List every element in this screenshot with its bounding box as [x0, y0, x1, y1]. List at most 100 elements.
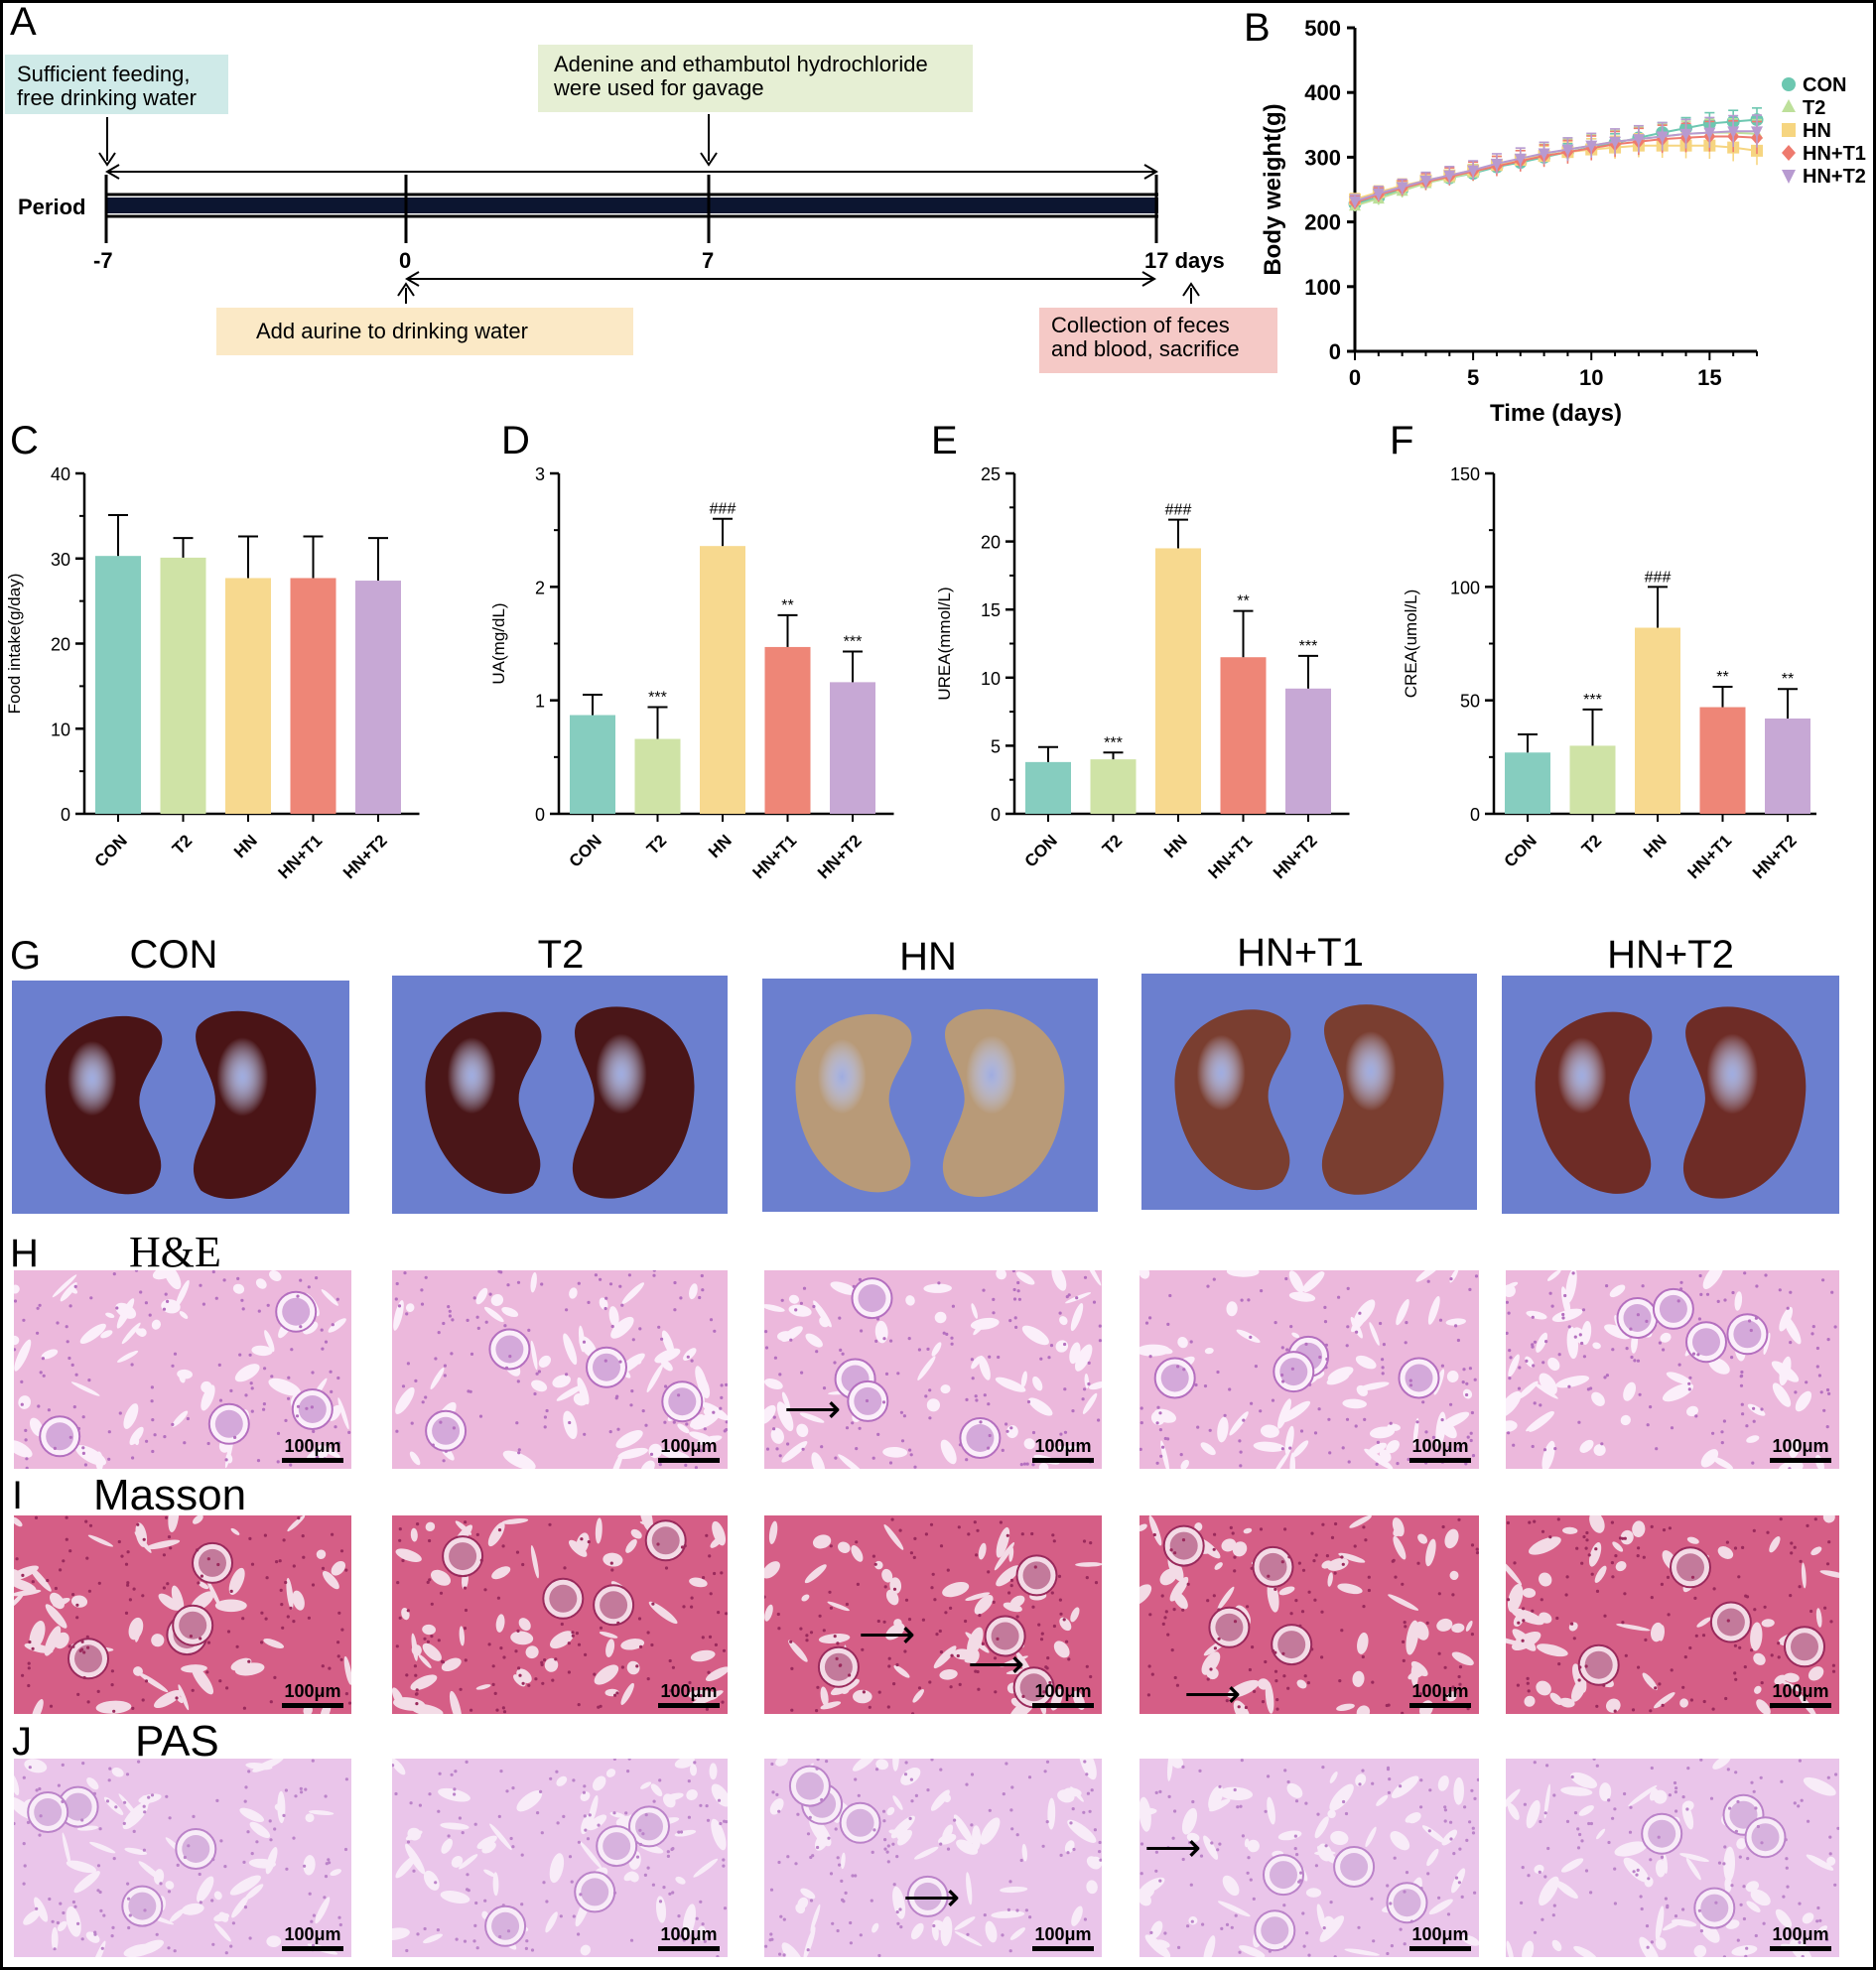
e-bar-HN+T2	[1285, 688, 1331, 814]
e-significance-label: **	[1237, 593, 1249, 610]
c-x-tick-label: T2	[169, 831, 196, 857]
scale-bar-line	[282, 1458, 343, 1463]
scale-bar: 100μm	[1032, 1436, 1094, 1463]
e-significance-label: ###	[1165, 502, 1192, 519]
d-significance-label: ***	[844, 634, 863, 651]
b-y-tick-label: 100	[1304, 275, 1341, 300]
b-point-HN+T2	[1609, 136, 1622, 149]
kidney-photo-hn-t2	[1502, 976, 1839, 1214]
scale-bar: 100μm	[658, 1924, 720, 1951]
scale-bar-label: 100μm	[660, 1436, 718, 1456]
f-significance-label: ***	[1583, 692, 1602, 709]
masson-histology-hn-t1: 100μm ⟶	[1139, 1515, 1479, 1714]
e-x-tick-label: HN+T2	[1270, 831, 1321, 882]
d-significance-label: **	[781, 597, 793, 614]
he-histology-hn: 100μm ⟶	[764, 1270, 1102, 1469]
e-x-tick-label: CON	[1021, 831, 1061, 870]
b-x-axis-label: Time (days)	[1490, 400, 1622, 427]
timeline-graphic: Period -7 0 7 17 days	[18, 114, 1225, 304]
scale-bar: 100μm	[1770, 1924, 1831, 1951]
timeline-tick-17: 17 days	[1144, 248, 1225, 273]
scale-bar-label: 100μm	[284, 1681, 341, 1701]
b-series-line-T2	[1354, 131, 1758, 207]
d-y-tick-label: 3	[535, 464, 545, 484]
scale-bar-line	[282, 1946, 343, 1951]
stain-title-pas: PAS	[135, 1717, 219, 1766]
b-point-HN+T2	[1632, 134, 1645, 147]
f-significance-label: **	[1782, 671, 1794, 688]
d-bar-T2	[634, 738, 681, 814]
lesion-arrow-icon: ⟶	[859, 1613, 916, 1656]
masson-histology-hn-t2: 100μm	[1506, 1515, 1839, 1714]
f-bar-HN+T1	[1699, 707, 1746, 814]
c-y-axis-label: Food intake(g/day)	[5, 574, 24, 715]
b-point-HN+T2	[1443, 170, 1456, 183]
scale-bar-line	[1409, 1703, 1471, 1708]
scale-bar-label: 100μm	[660, 1924, 718, 1944]
lesion-arrow-icon: ⟶	[1144, 1826, 1202, 1870]
panel-letter-b: B	[1244, 6, 1271, 50]
group-title-hn-t2: HN+T2	[1607, 933, 1734, 977]
b-legend-label: CON	[1803, 74, 1846, 96]
stain-title-masson: Masson	[93, 1471, 247, 1519]
d-bar-HN+T2	[830, 682, 875, 814]
f-y-tick-label: 100	[1450, 578, 1480, 597]
b-point-HN+T2	[1396, 182, 1408, 195]
b-point-HN+T2	[1372, 188, 1385, 200]
b-point-HN+T2	[1679, 128, 1692, 141]
c-bar-HN+T2	[355, 581, 401, 814]
e-y-tick-label: 20	[981, 533, 1001, 553]
b-x-tick-label: 15	[1697, 365, 1721, 390]
e-bar-HN	[1155, 548, 1201, 814]
c-bar-T2	[160, 557, 206, 814]
scale-bar-line	[658, 1946, 720, 1951]
d-y-axis-label: UA(mg/dL)	[489, 602, 508, 684]
scale-bar-label: 100μm	[284, 1436, 341, 1456]
f-x-tick-label: HN+T2	[1749, 831, 1801, 882]
scale-bar: 100μm	[1409, 1436, 1471, 1463]
b-point-HN+T2	[1727, 126, 1740, 139]
scale-bar: 100μm	[658, 1436, 720, 1463]
e-bar-HN+T1	[1220, 657, 1267, 814]
f-y-axis-label: CREA(umol/L)	[1402, 590, 1420, 699]
b-y-tick-label: 400	[1304, 80, 1341, 105]
panel-letter-c: C	[10, 419, 39, 462]
f-x-tick-label: CON	[1501, 831, 1541, 870]
e-x-tick-label: HN	[1160, 831, 1191, 861]
e-x-tick-label: HN+T1	[1204, 831, 1256, 882]
chart-c-food-intake: 0 10 20 30 40 Food intake(g/day) CON T2 HN HN+T1 H…	[5, 464, 420, 882]
b-legend-marker	[1782, 77, 1796, 91]
d-significance-label: ###	[710, 501, 737, 518]
kidney-photo-t2	[392, 976, 728, 1214]
c-y-tick-label: 40	[51, 464, 70, 484]
scale-bar-label: 100μm	[284, 1924, 341, 1944]
b-series-line-CON	[1354, 118, 1758, 205]
lesion-arrow-icon: ⟶	[903, 1876, 961, 1919]
c-y-tick-label: 30	[51, 550, 70, 570]
f-significance-label: ###	[1645, 569, 1672, 586]
d-bar-HN+T1	[764, 646, 811, 814]
d-x-tick-label: T2	[643, 831, 670, 857]
scale-bar-label: 100μm	[1411, 1924, 1469, 1944]
b-legend-label: T2	[1803, 97, 1825, 119]
scale-bar-line	[1032, 1458, 1094, 1463]
panel-letter-j: J	[12, 1720, 32, 1764]
scale-bar-label: 100μm	[1411, 1436, 1469, 1456]
group-title-t2: T2	[537, 933, 585, 977]
c-y-tick-label: 20	[51, 635, 70, 655]
he-histology-hn-t1: 100μm	[1139, 1270, 1479, 1469]
e-y-tick-label: 25	[981, 464, 1001, 484]
b-point-HN+T2	[1419, 175, 1432, 188]
group-title-hn-t1: HN+T1	[1237, 931, 1364, 975]
scale-bar: 100μm	[1032, 1681, 1094, 1708]
stain-title-he: H&E	[129, 1228, 221, 1276]
group-title-hn: HN	[899, 935, 957, 979]
panel-letter-e: E	[931, 419, 958, 462]
scale-bar-label: 100μm	[1411, 1681, 1469, 1701]
b-point-HN+T2	[1490, 158, 1503, 171]
scale-bar-line	[1409, 1946, 1471, 1951]
c-bar-CON	[95, 556, 141, 814]
f-y-tick-label: 50	[1460, 692, 1480, 712]
e-significance-label: ***	[1299, 638, 1318, 655]
e-y-tick-label: 10	[981, 669, 1001, 689]
